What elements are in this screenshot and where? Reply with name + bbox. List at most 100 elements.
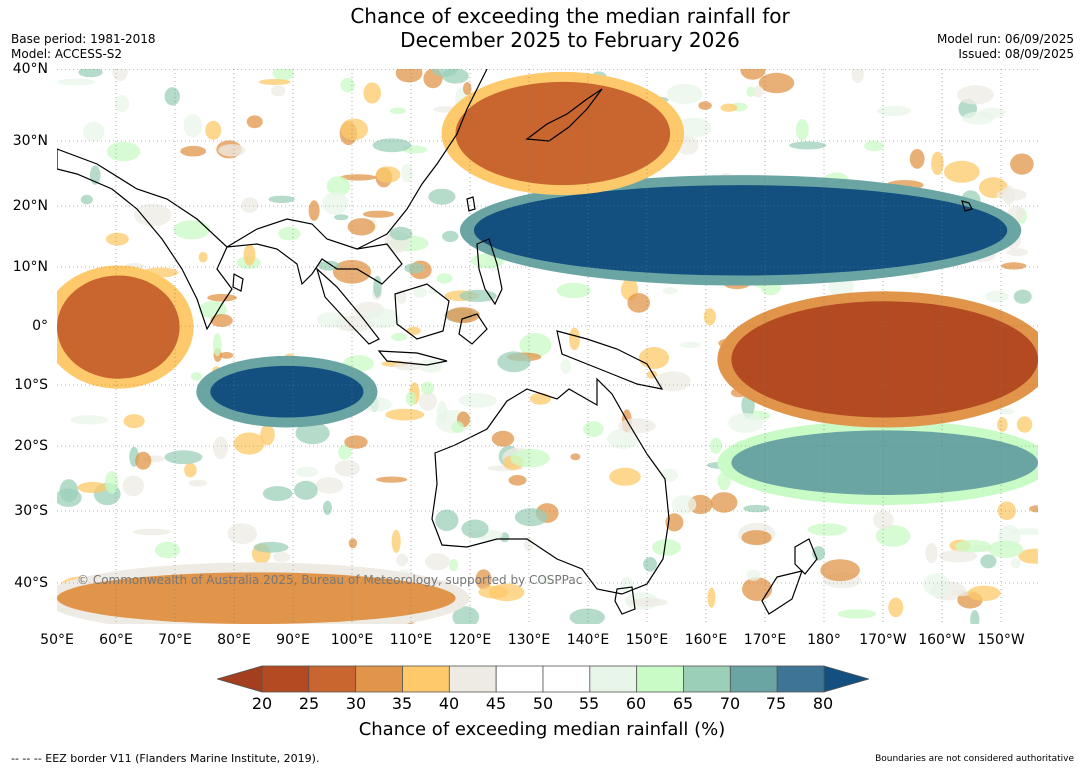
- noise-speckle: [338, 444, 352, 460]
- noise-speckle: [334, 460, 360, 477]
- colorbar-tick: 50: [532, 694, 554, 713]
- title-line-1: Chance of exceeding the median rainfall …: [350, 4, 790, 28]
- lon-label: 160°W: [918, 632, 966, 648]
- new-zealand-south: [761, 570, 803, 615]
- noise-speckle: [272, 69, 294, 81]
- noise-speckle: [743, 504, 770, 513]
- noise-speckle: [666, 83, 703, 105]
- noise-speckle: [985, 290, 1009, 303]
- dry-patch-southern-indian-ocean-core: [57, 572, 456, 624]
- noise-speckle: [154, 541, 181, 559]
- noise-speckle: [569, 608, 605, 624]
- colorbar-cell: [261, 665, 310, 693]
- noise-speckle: [752, 85, 764, 98]
- noise-speckle: [609, 467, 641, 486]
- noise-speckle: [876, 105, 911, 117]
- noise-speckle: [278, 227, 301, 241]
- noise-speckle: [376, 476, 408, 483]
- japan-coast: [525, 88, 603, 142]
- china-coast: [356, 69, 488, 250]
- noise-speckle: [322, 192, 349, 215]
- noise-speckle: [258, 79, 291, 85]
- colorbar-cell: [542, 665, 591, 693]
- noise-speckle: [478, 585, 509, 599]
- wet-band-south-pacific: [717, 420, 1038, 505]
- dry-band-equatorial-pacific: [717, 291, 1038, 428]
- noise-speckle: [233, 432, 265, 455]
- colorbar-tick: 20: [251, 694, 273, 713]
- noise-speckle: [219, 352, 234, 359]
- noise-speckle: [418, 359, 443, 373]
- sulawesi-coast: [458, 313, 488, 345]
- philippines-coast: [476, 238, 503, 306]
- noise-speckle: [432, 69, 458, 77]
- dry-patch-east-china-sea-core: [455, 81, 671, 186]
- noise-speckle: [710, 492, 738, 513]
- noise-speckle: [463, 82, 472, 95]
- noise-speckle: [227, 523, 258, 545]
- noise-speckle: [123, 414, 145, 429]
- noise-speckle: [323, 500, 332, 515]
- colorbar-cell: [308, 665, 357, 693]
- lon-label: 170°W: [859, 632, 907, 648]
- noise-speckle: [318, 260, 340, 271]
- meta-left: Base period: 1981-2018 Model: ACCESS-S2: [11, 32, 156, 62]
- noise-speckle: [758, 72, 795, 94]
- colorbar-tick: 25: [298, 694, 320, 713]
- colorbar-tick: 35: [391, 694, 413, 713]
- noise-speckle: [529, 392, 551, 405]
- noise-speckle: [59, 479, 79, 503]
- noise-speckle: [435, 509, 459, 532]
- noise-speckle: [418, 391, 438, 411]
- base-period: Base period: 1981-2018: [11, 32, 156, 46]
- colorbar-cell: [776, 665, 825, 693]
- boundary-disclaimer: Boundaries are not considered authoritat…: [875, 754, 1074, 764]
- noise-speckle: [77, 481, 108, 494]
- noise-speckle: [184, 462, 197, 478]
- dry-patch-western-indian-ocean-core: [57, 275, 180, 379]
- noise-speckle: [364, 308, 400, 329]
- noise-speckle: [980, 554, 997, 569]
- noise-speckle: [957, 85, 994, 105]
- noise-speckle: [183, 114, 203, 138]
- noise-speckle: [207, 293, 238, 302]
- indochina-coast: [226, 218, 403, 286]
- dry-patch-western-indian-ocean: [57, 265, 194, 389]
- lat-label: 30°S: [14, 503, 48, 519]
- india-coast: [57, 148, 233, 331]
- new-guinea-coast: [556, 330, 664, 390]
- issued-date: Issued: 08/09/2025: [958, 47, 1074, 61]
- colorbar-cell: [355, 665, 403, 693]
- noise-speckle: [375, 166, 401, 183]
- noise-speckle: [967, 585, 1001, 601]
- lat-label: 20°S: [14, 438, 48, 454]
- noise-speckle: [362, 210, 395, 218]
- noise-speckle: [334, 214, 349, 221]
- noise-speckle: [996, 188, 1027, 201]
- lon-label: 180°: [807, 632, 841, 648]
- noise-speckle: [851, 69, 864, 84]
- noise-speckle: [262, 486, 293, 502]
- noise-speckle: [943, 160, 980, 183]
- colorbar-cell: [636, 665, 684, 693]
- noise-speckle: [524, 537, 534, 552]
- noise-speckle: [315, 477, 344, 494]
- noise-speckle: [508, 475, 527, 486]
- noise-speckle: [628, 598, 668, 607]
- noise-speckle: [340, 118, 369, 141]
- noise-speckle: [560, 359, 572, 374]
- noise-speckle: [401, 163, 413, 183]
- wet-band-north-pacific: [459, 175, 1022, 286]
- noise-speckle: [243, 244, 256, 266]
- noise-speckle: [373, 275, 382, 298]
- noise-speckle: [164, 87, 180, 106]
- noise-speckle: [260, 424, 275, 446]
- noise-speckle: [746, 86, 756, 98]
- noise-speckle: [308, 200, 320, 221]
- noise-speckle: [449, 558, 459, 572]
- noise-speckle: [404, 263, 425, 274]
- wet-band-south-pacific-core: [731, 430, 1038, 496]
- noise-speckle: [679, 341, 701, 349]
- noise-speckle: [698, 101, 712, 110]
- lon-label: 70°E: [158, 632, 192, 648]
